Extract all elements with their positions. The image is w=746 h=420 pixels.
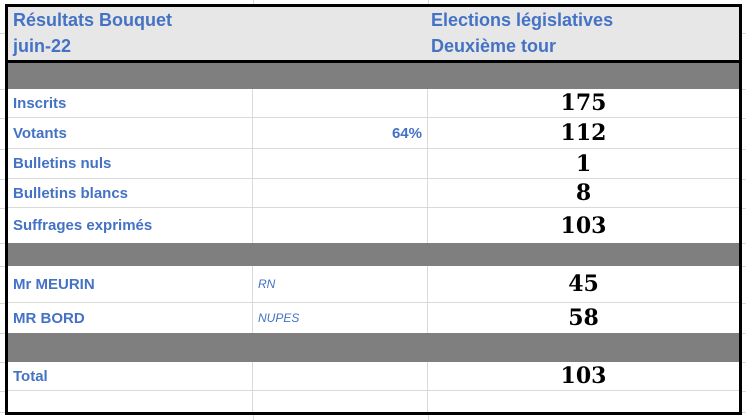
cell-value[interactable]: 1	[428, 149, 739, 178]
separator-band	[8, 243, 739, 266]
row-value: 112	[560, 120, 607, 146]
cell-candidate-party[interactable]: NUPES	[253, 303, 428, 333]
header-cell-date[interactable]: juin-22	[8, 36, 428, 57]
results-title: Résultats Bouquet	[13, 9, 173, 30]
table-row-inscrits: Inscrits 175	[8, 89, 739, 118]
row-value: 103	[560, 212, 607, 239]
header-row-2: juin-22 Deuxième tour	[8, 33, 739, 60]
row-label: Bulletins nuls	[13, 155, 112, 172]
cell-middle[interactable]	[253, 208, 428, 243]
header-cell-election[interactable]: Elections législatives	[428, 10, 613, 31]
cell-empty[interactable]	[8, 391, 253, 412]
header-cell-round[interactable]: Deuxième tour	[428, 36, 556, 57]
row-label: Votants	[13, 124, 67, 142]
candidate-party: RN	[258, 277, 276, 291]
table-header-block: Résultats Bouquet Elections législatives…	[8, 7, 739, 63]
cell-empty[interactable]	[253, 391, 428, 412]
row-value: 8	[575, 180, 592, 206]
cell-label[interactable]: Votants	[8, 118, 253, 148]
candidate-votes: 58	[568, 305, 599, 331]
row-value: 1	[575, 150, 592, 177]
cell-label[interactable]: Suffrages exprimés	[8, 208, 253, 243]
cell-middle[interactable]	[253, 149, 428, 178]
candidate-party: NUPES	[258, 311, 300, 325]
cell-middle[interactable]	[253, 179, 428, 207]
cell-total-value[interactable]: 103	[428, 362, 739, 390]
cell-middle[interactable]	[253, 89, 428, 117]
cell-middle[interactable]: 64%	[253, 118, 428, 148]
table-row-candidate-bord: MR BORD NUPES 58	[8, 303, 739, 333]
cell-candidate-name[interactable]: Mr MEURIN	[8, 266, 253, 302]
total-value: 103	[560, 363, 607, 389]
separator-band	[8, 333, 739, 362]
cell-label[interactable]: Inscrits	[8, 89, 253, 117]
cell-candidate-name[interactable]: MR BORD	[8, 303, 253, 333]
row-value: 175	[560, 90, 607, 116]
cell-total-label[interactable]: Total	[8, 362, 253, 390]
row-label: Suffrages exprimés	[13, 217, 153, 234]
cell-label[interactable]: Bulletins nuls	[8, 149, 253, 178]
cell-label[interactable]: Bulletins blancs	[8, 179, 253, 207]
candidate-name: Mr MEURIN	[13, 275, 95, 293]
cell-value[interactable]: 112	[428, 118, 739, 148]
election-title: Elections législatives	[431, 9, 614, 30]
cell-value[interactable]: 175	[428, 89, 739, 117]
header-cell-title[interactable]: Résultats Bouquet	[8, 10, 428, 31]
table-row-candidate-meurin: Mr MEURIN RN 45	[8, 266, 739, 303]
cell-value[interactable]: 8	[428, 179, 739, 207]
table-row-bulletins-nuls: Bulletins nuls 1	[8, 149, 739, 179]
table-row-bulletins-blancs: Bulletins blancs 8	[8, 179, 739, 208]
total-label: Total	[13, 367, 48, 385]
table-row-empty	[8, 391, 739, 412]
row-label: Bulletins blancs	[13, 184, 129, 202]
cell-value[interactable]: 103	[428, 208, 739, 243]
table-row-total: Total 103	[8, 362, 739, 391]
candidate-votes: 45	[568, 271, 599, 297]
header-row-1: Résultats Bouquet Elections législatives	[8, 7, 739, 33]
cell-candidate-votes[interactable]: 45	[428, 266, 739, 302]
table-row-votants: Votants 64% 112	[8, 118, 739, 149]
candidate-name: MR BORD	[13, 309, 85, 327]
table-row-suffrages-exprimes: Suffrages exprimés 103	[8, 208, 739, 243]
cell-empty[interactable]	[428, 391, 739, 412]
results-date: juin-22	[13, 36, 72, 56]
cell-candidate-party[interactable]: RN	[253, 266, 428, 302]
row-label: Inscrits	[13, 94, 67, 112]
cell-middle[interactable]	[253, 362, 428, 390]
results-table: Résultats Bouquet Elections législatives…	[5, 4, 742, 415]
cell-candidate-votes[interactable]: 58	[428, 303, 739, 333]
election-round: Deuxième tour	[431, 36, 557, 56]
turnout-percentage: 64%	[391, 124, 422, 142]
separator-band	[8, 63, 739, 89]
